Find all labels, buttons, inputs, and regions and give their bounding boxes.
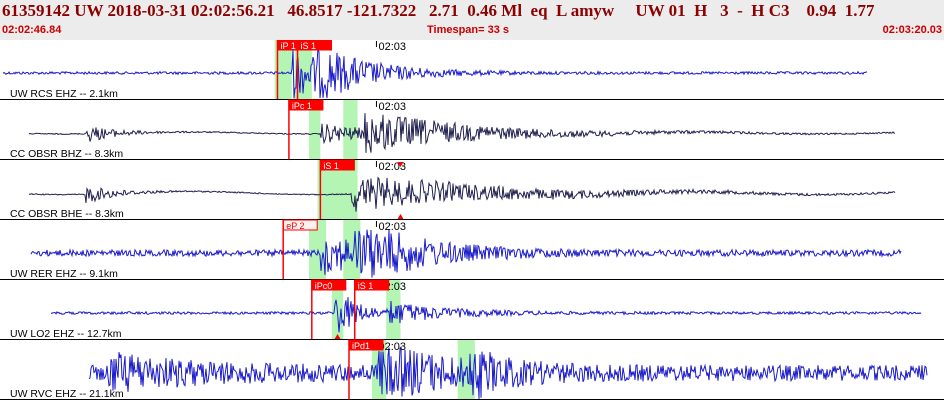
waveform-trace: [50, 297, 922, 333]
station-label: UW RVC EHZ -- 21.1km: [10, 388, 124, 400]
pick-window: [386, 280, 401, 339]
amplitude-marker: [334, 334, 341, 339]
phase-pick-label: iP 1: [280, 41, 295, 51]
trace-row[interactable]: 02:03 iPc 1 CC OBSR BHZ -- 8.3km: [0, 99, 944, 160]
minute-mark-label: 02:03: [378, 41, 406, 53]
phase-pick-label: iPd1: [352, 341, 370, 351]
seismogram-panel[interactable]: 02:03 iP 1 iS 1 UW RCS EHZ -- 2.1km 02:03 iPc…: [0, 40, 944, 400]
phase-pick-label: eP 2: [286, 221, 304, 231]
waveform-trace: [2, 47, 868, 99]
event-header: 61359142 UW 2018-03-31 02:02:56.21 46.85…: [0, 0, 944, 40]
amplitude-marker: [397, 214, 404, 219]
waveform-trace: [88, 346, 928, 399]
phase-pick-label: iPc 1: [292, 101, 312, 111]
waveform-trace: [28, 176, 896, 212]
trace-row[interactable]: 02:03 eP 2 UW RER EHZ -- 9.1km: [0, 219, 944, 280]
station-label: UW RCS EHZ -- 2.1km: [10, 88, 118, 100]
event-summary-line: 61359142 UW 2018-03-31 02:02:56.21 46.85…: [2, 1, 875, 20]
window-start-time: 02:02:46.84: [2, 24, 62, 36]
pick-window: [274, 40, 292, 99]
timespan-label: Timespan= 33 s: [427, 24, 510, 36]
pick-window: [308, 100, 321, 159]
phase-pick-label: iS 1: [301, 41, 317, 51]
minute-mark-label: 02:03: [378, 341, 406, 353]
minute-mark-label: 02:03: [378, 221, 406, 233]
window-end-time: 02:03:20.03: [882, 24, 942, 36]
trace-row[interactable]: 02:03 iP 1 iS 1 UW RCS EHZ -- 2.1km: [0, 40, 944, 100]
station-label: UW LO2 EHZ -- 12.7km: [10, 328, 122, 340]
waveform-trace: [28, 113, 896, 153]
pick-window: [343, 220, 361, 279]
station-label: UW RER EHZ -- 9.1km: [10, 268, 118, 280]
phase-pick-label: iS 1: [323, 161, 339, 171]
minute-mark-label: 02:03: [378, 101, 406, 113]
station-label: CC OBSR BHE -- 8.3km: [10, 208, 124, 220]
station-label: CC OBSR BHZ -- 8.3km: [10, 148, 123, 160]
waveform-trace: [30, 229, 902, 278]
phase-pick-label: iPc0: [315, 281, 333, 291]
amplitude-marker: [397, 162, 404, 167]
trace-row[interactable]: 02:03 iPd1 UW RVC EHZ -- 21.1km: [0, 339, 944, 400]
phase-pick-label: iS 1: [358, 281, 374, 291]
